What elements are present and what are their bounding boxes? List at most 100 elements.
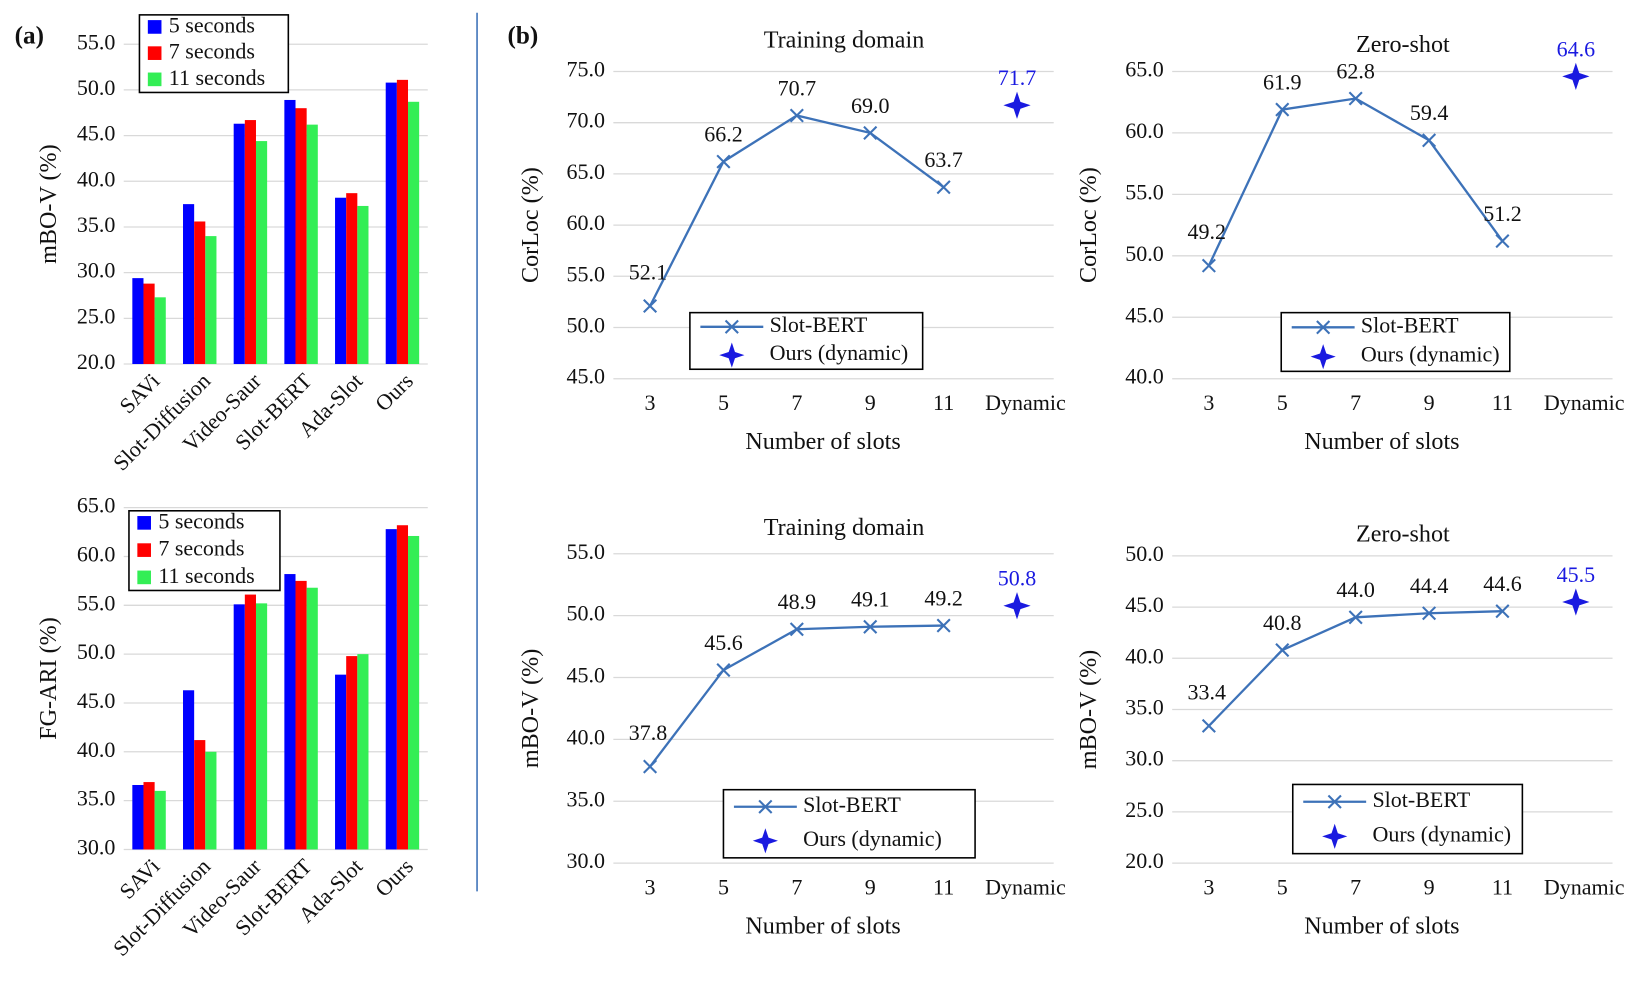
bar (143, 782, 155, 850)
x-tick-label: Ours (370, 854, 418, 902)
y-tick-label: 35.0 (77, 786, 116, 811)
y-tick-label: 55.0 (566, 261, 605, 286)
bar (132, 785, 144, 850)
marker (643, 298, 658, 314)
marker (1003, 592, 1031, 620)
bar (396, 79, 409, 365)
legend-swatch (137, 570, 151, 585)
y-tick-label: 50.0 (1125, 541, 1164, 566)
x-tick-label: 7 (791, 390, 802, 415)
bar (408, 535, 420, 850)
legend-marker (752, 828, 778, 854)
x-tick-label: 5 (718, 390, 729, 415)
x-tick-label: 7 (1350, 874, 1361, 899)
data-label: 63.7 (924, 147, 963, 172)
y-tick-label: 30.0 (1125, 746, 1164, 771)
data-label: 44.0 (1336, 577, 1375, 602)
y-tick-label: 45.0 (1125, 302, 1164, 327)
legend-marker (1310, 344, 1336, 370)
y-tick-label: 30.0 (77, 835, 116, 860)
bar (357, 205, 369, 365)
y-axis-label: CorLoc (%) (1076, 167, 1102, 283)
y-tick-label: 55.0 (566, 539, 605, 564)
marker (1422, 606, 1437, 621)
series-line (649, 624, 944, 768)
marker (1495, 234, 1510, 249)
x-tick-label: 9 (865, 874, 876, 899)
legend-box (138, 14, 290, 94)
data-label: 69.0 (851, 93, 890, 118)
legend-label: Slot-BERT (803, 792, 901, 817)
y-tick-label: 25.0 (77, 303, 116, 328)
marker (1495, 604, 1510, 619)
legend-swatch (147, 20, 162, 34)
x-tick-label: 7 (791, 874, 802, 899)
bar (385, 82, 397, 365)
legend-label: Ours (dynamic) (1372, 821, 1511, 846)
y-tick-label: 50.0 (77, 639, 116, 664)
legend-label: Ours (dynamic) (770, 340, 909, 365)
y-tick-label: 30.0 (77, 258, 116, 283)
legend-label: 7 seconds (169, 39, 255, 64)
bar (346, 656, 358, 850)
bar (154, 297, 166, 365)
marker (643, 759, 658, 774)
marker (1422, 133, 1437, 148)
y-tick-label: 65.0 (1125, 57, 1164, 82)
legend-label: 11 seconds (158, 563, 254, 588)
data-label: 61.9 (1263, 69, 1302, 94)
x-axis-label: Number of slots (745, 914, 900, 940)
chart-title: Training domain (764, 515, 925, 541)
legend-label: 11 seconds (169, 65, 265, 90)
legend-box (1291, 783, 1524, 855)
x-tick-label: 11 (933, 874, 954, 899)
series-line (1208, 610, 1503, 727)
x-tick-label: 11 (1492, 390, 1513, 415)
bar (154, 790, 166, 850)
y-tick-label: 65.0 (566, 159, 605, 184)
chart-title: Training domain (764, 28, 925, 54)
legend-marker (719, 342, 745, 368)
x-tick-label: Dynamic (985, 390, 1066, 415)
marker (1348, 91, 1363, 106)
legend-label: Slot-BERT (770, 312, 868, 337)
x-tick-label: Dynamic (1544, 390, 1625, 415)
y-tick-label: 60.0 (1125, 118, 1164, 143)
y-axis-label: mBO-V (%) (36, 144, 62, 263)
bar (335, 674, 347, 850)
x-tick-label: 3 (1203, 874, 1214, 899)
legend-label: 5 seconds (158, 508, 244, 533)
y-tick-label: 25.0 (1125, 797, 1164, 822)
marker (936, 180, 951, 195)
bar (183, 204, 195, 365)
y-tick-label: 55.0 (77, 590, 116, 615)
y-tick-label: 55.0 (77, 29, 116, 54)
y-tick-label: 20.0 (77, 349, 116, 374)
data-label: 33.4 (1188, 679, 1227, 704)
marker (1275, 102, 1290, 117)
marker (716, 154, 731, 169)
data-label: 50.8 (998, 566, 1037, 591)
y-tick-label: 50.0 (1125, 241, 1164, 266)
marker (1348, 610, 1363, 625)
y-axis-label: mBO-V (%) (1076, 650, 1102, 769)
series-line (1207, 97, 1504, 267)
y-tick-label: 40.0 (1125, 643, 1164, 668)
y-tick-label: 40.0 (566, 724, 605, 749)
legend-swatch (147, 72, 162, 87)
x-tick-label: 5 (1277, 390, 1288, 415)
x-axis-label: Number of slots (745, 429, 900, 455)
legend-label: Ours (dynamic) (1361, 342, 1500, 367)
y-axis-label: mBO-V (%) (518, 649, 544, 768)
data-label: 49.2 (924, 585, 963, 610)
marker (1562, 588, 1590, 616)
y-tick-label: 45.0 (77, 688, 116, 713)
bar (233, 604, 245, 850)
marker (716, 663, 731, 678)
y-tick-label: 45.0 (566, 663, 605, 688)
marker (1201, 258, 1216, 273)
bar (295, 580, 307, 850)
y-tick-label: 45.0 (566, 364, 605, 389)
legend-label: 7 seconds (158, 536, 244, 561)
y-tick-label: 40.0 (1125, 364, 1164, 389)
